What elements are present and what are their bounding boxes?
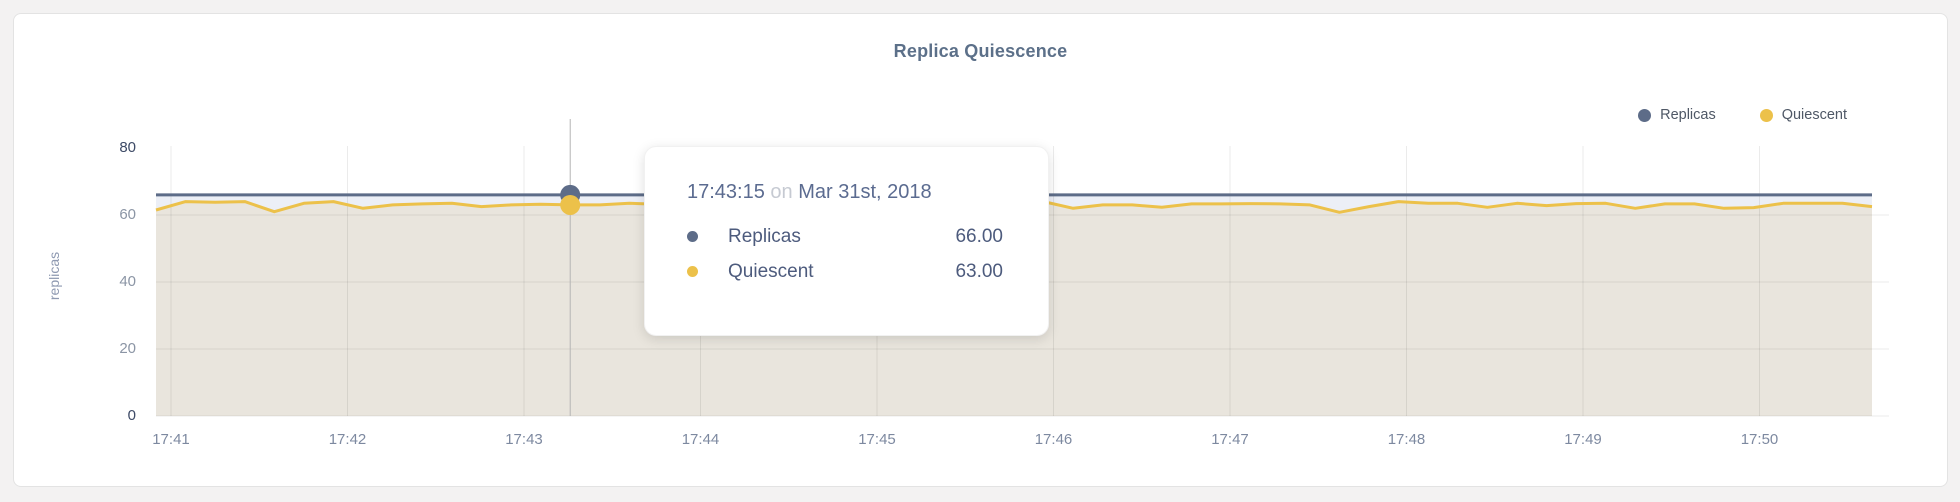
- x-tick-label: 17:49: [1564, 431, 1602, 448]
- quiescent-series-dot-icon: [687, 266, 698, 277]
- legend-item-quiescent[interactable]: Quiescent: [1759, 107, 1847, 123]
- tooltip-date: Mar 31st, 2018: [798, 181, 932, 203]
- replicas-series-dot-icon: [687, 231, 698, 242]
- tooltip-series-label: Quiescent: [728, 260, 814, 282]
- y-tick-label: 80: [119, 139, 136, 156]
- tooltip-row: Replicas 66.00: [687, 219, 1003, 254]
- y-tick-label: 20: [119, 340, 136, 357]
- x-tick-label: 17:47: [1211, 431, 1249, 448]
- x-tick-label: 17:43: [505, 431, 543, 448]
- quiescent-hover-dot-icon: [560, 194, 581, 215]
- tooltip-series-value: 66.00: [955, 225, 1003, 247]
- chart-title: Replica Quiescence: [893, 41, 1068, 61]
- tooltip-time: 17:43:15: [687, 181, 765, 203]
- tooltip-series-label: Replicas: [728, 225, 801, 247]
- tooltip-header: 17:43:15 on Mar 31st, 2018: [687, 181, 1003, 204]
- y-tick-label: 0: [127, 407, 136, 424]
- y-tick-label: 40: [119, 273, 136, 290]
- chart-card: Replica Quiescence Replicas Quiescent re…: [13, 13, 1948, 487]
- x-tick-label: 17:46: [1034, 431, 1073, 448]
- x-tick-label: 17:50: [1740, 431, 1779, 448]
- legend-label: Replicas: [1660, 107, 1716, 123]
- x-tick-label: 17:48: [1387, 431, 1426, 448]
- legend-item-replicas[interactable]: Replicas: [1638, 107, 1716, 123]
- x-tick-label: 17:45: [858, 431, 896, 448]
- x-tick-label: 17:42: [328, 431, 367, 448]
- chart-tooltip: 17:43:15 on Mar 31st, 2018 Replicas 66.0…: [644, 146, 1049, 336]
- y-tick-label: 60: [119, 206, 136, 223]
- legend-label: Quiescent: [1781, 107, 1847, 123]
- tooltip-series-value: 63.00: [955, 260, 1003, 282]
- x-tick-label: 17:41: [152, 431, 190, 448]
- chart-legend: Replicas Quiescent: [1638, 107, 1847, 123]
- tooltip-connector: on: [770, 181, 793, 203]
- tooltip-row: Quiescent 63.00: [687, 254, 1003, 289]
- replicas-legend-dot-icon: [1638, 108, 1652, 122]
- x-tick-label: 17:44: [681, 431, 720, 448]
- quiescent-legend-dot-icon: [1759, 108, 1773, 122]
